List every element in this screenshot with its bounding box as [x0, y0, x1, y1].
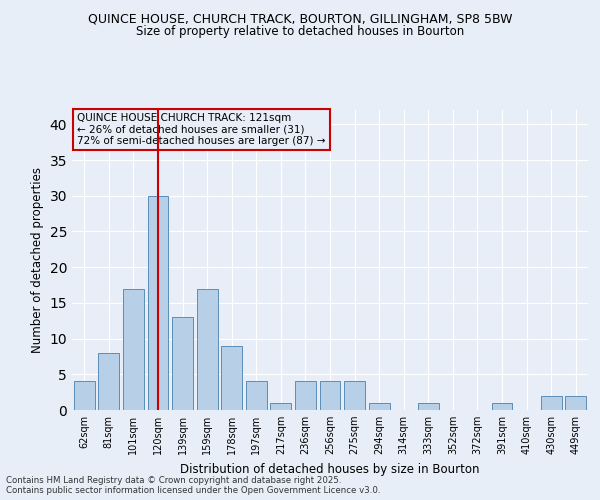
- Bar: [418, 403, 439, 410]
- Bar: [320, 382, 340, 410]
- X-axis label: Distribution of detached houses by size in Bourton: Distribution of detached houses by size …: [180, 462, 480, 475]
- Bar: [491, 403, 512, 410]
- Bar: [172, 317, 193, 410]
- Bar: [197, 288, 218, 410]
- Bar: [271, 403, 292, 410]
- Bar: [221, 346, 242, 410]
- Bar: [344, 382, 365, 410]
- Text: Contains public sector information licensed under the Open Government Licence v3: Contains public sector information licen…: [6, 486, 380, 495]
- Bar: [123, 288, 144, 410]
- Bar: [295, 382, 316, 410]
- Bar: [148, 196, 169, 410]
- Bar: [74, 382, 95, 410]
- Bar: [565, 396, 586, 410]
- Text: QUINCE HOUSE CHURCH TRACK: 121sqm
← 26% of detached houses are smaller (31)
72% : QUINCE HOUSE CHURCH TRACK: 121sqm ← 26% …: [77, 113, 326, 146]
- Bar: [246, 382, 267, 410]
- Text: Size of property relative to detached houses in Bourton: Size of property relative to detached ho…: [136, 25, 464, 38]
- Bar: [368, 403, 389, 410]
- Bar: [98, 353, 119, 410]
- Bar: [541, 396, 562, 410]
- Y-axis label: Number of detached properties: Number of detached properties: [31, 167, 44, 353]
- Text: QUINCE HOUSE, CHURCH TRACK, BOURTON, GILLINGHAM, SP8 5BW: QUINCE HOUSE, CHURCH TRACK, BOURTON, GIL…: [88, 12, 512, 26]
- Text: Contains HM Land Registry data © Crown copyright and database right 2025.: Contains HM Land Registry data © Crown c…: [6, 476, 341, 485]
